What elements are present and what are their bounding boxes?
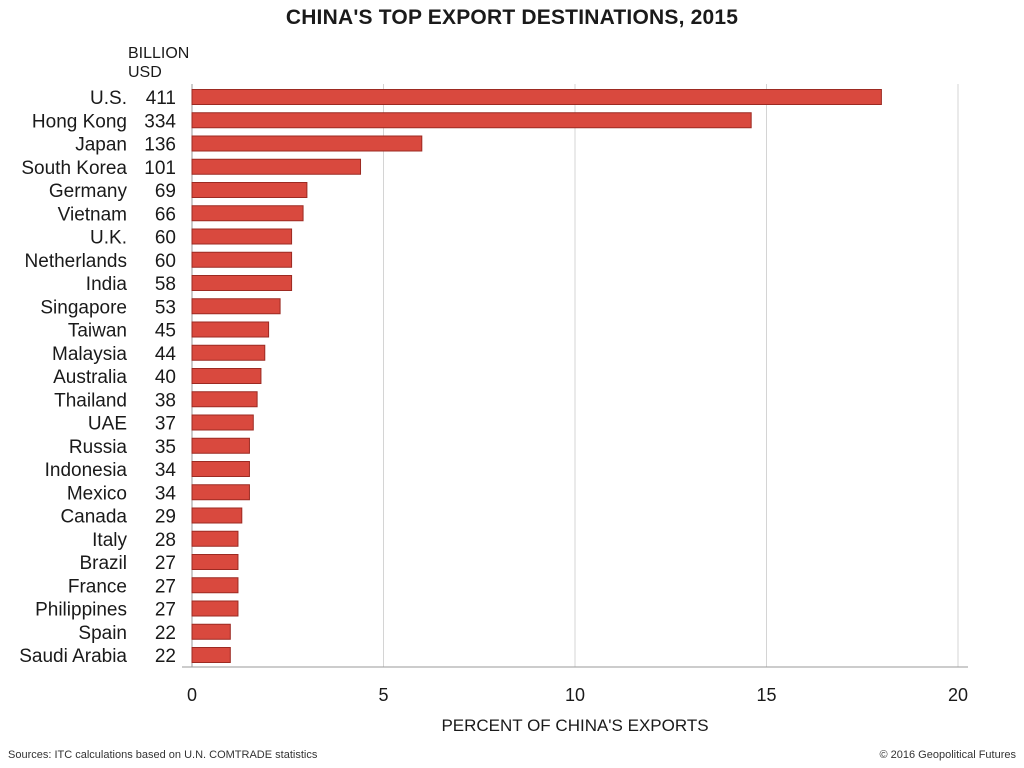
category-label: Vietnam bbox=[58, 204, 127, 225]
category-label: Hong Kong bbox=[32, 111, 127, 132]
bar bbox=[191, 275, 293, 291]
category-label: UAE bbox=[88, 414, 127, 435]
value-label: 27 bbox=[155, 576, 176, 597]
category-label: India bbox=[86, 274, 128, 295]
copyright-note: © 2016 Geopolitical Futures bbox=[879, 749, 1016, 761]
bar bbox=[191, 298, 281, 315]
value-label: 35 bbox=[155, 437, 176, 458]
source-note: Sources: ITC calculations based on U.N. … bbox=[8, 749, 318, 761]
bar bbox=[191, 623, 231, 640]
value-label: 60 bbox=[155, 251, 176, 272]
value-label: 29 bbox=[155, 507, 176, 528]
category-label: Brazil bbox=[79, 553, 127, 574]
value-label: 34 bbox=[155, 483, 177, 504]
value-label: 34 bbox=[155, 460, 177, 481]
value-label: 38 bbox=[155, 390, 176, 411]
bar bbox=[191, 437, 250, 454]
value-label: 27 bbox=[155, 553, 176, 574]
category-label: Indonesia bbox=[45, 460, 128, 481]
value-label: 22 bbox=[155, 646, 176, 667]
bar bbox=[191, 391, 258, 408]
category-label: Canada bbox=[60, 507, 127, 528]
bar bbox=[191, 251, 293, 268]
bar bbox=[191, 158, 362, 175]
value-label: 411 bbox=[146, 88, 176, 109]
category-label: Australia bbox=[53, 367, 127, 388]
value-label: 37 bbox=[155, 414, 176, 435]
value-label: 136 bbox=[144, 135, 176, 156]
value-label: 66 bbox=[155, 204, 176, 225]
bar bbox=[191, 228, 293, 245]
bar bbox=[191, 484, 250, 501]
x-tick-label: 20 bbox=[948, 685, 968, 705]
category-label: South Korea bbox=[21, 158, 127, 179]
value-label: 334 bbox=[144, 111, 176, 132]
bar bbox=[191, 112, 752, 129]
bars bbox=[191, 89, 882, 663]
x-axis-title: PERCENT OF CHINA'S EXPORTS bbox=[441, 716, 709, 735]
x-axis-ticks: 0 5 10 15 20 bbox=[187, 685, 968, 705]
bar bbox=[191, 507, 243, 524]
value-label: 101 bbox=[144, 158, 176, 179]
x-tick-label: 10 bbox=[565, 685, 585, 705]
category-label: Japan bbox=[75, 135, 127, 156]
bar bbox=[191, 321, 270, 338]
value-label: 40 bbox=[155, 367, 176, 388]
value-label: 22 bbox=[155, 623, 176, 644]
bar bbox=[191, 600, 239, 617]
category-label: Thailand bbox=[54, 390, 127, 411]
bar bbox=[191, 182, 308, 198]
bar bbox=[191, 461, 250, 477]
category-label: Mexico bbox=[67, 483, 127, 504]
x-tick-label: 5 bbox=[378, 685, 388, 705]
category-label: Italy bbox=[92, 530, 127, 551]
bar bbox=[191, 135, 423, 152]
value-label: 45 bbox=[155, 321, 176, 342]
value-label: 27 bbox=[155, 600, 176, 621]
category-label: France bbox=[68, 576, 127, 597]
value-label: 58 bbox=[155, 274, 176, 295]
value-label: 44 bbox=[155, 344, 177, 365]
value-label: 60 bbox=[155, 228, 176, 249]
category-label: U.K. bbox=[90, 228, 127, 249]
bar bbox=[191, 89, 882, 105]
category-label: Taiwan bbox=[68, 321, 127, 342]
value-label: 28 bbox=[155, 530, 176, 551]
value-labels: 4113341361016966606058534544403837353434… bbox=[144, 88, 176, 667]
chart-title: CHINA'S TOP EXPORT DESTINATIONS, 2015 bbox=[285, 6, 739, 29]
bar bbox=[191, 554, 239, 570]
x-tick-label: 15 bbox=[756, 685, 776, 705]
value-column-header-line-1: BILLION bbox=[128, 45, 190, 62]
category-label: Russia bbox=[69, 437, 128, 458]
value-column-header: BILLION USD bbox=[128, 44, 189, 82]
category-label: Singapore bbox=[40, 297, 127, 318]
bar bbox=[191, 368, 262, 384]
category-label: Netherlands bbox=[25, 251, 127, 272]
x-tick-label: 0 bbox=[187, 685, 197, 705]
value-label: 69 bbox=[155, 181, 176, 202]
bar bbox=[191, 577, 239, 594]
value-column-header-line-2: USD bbox=[128, 64, 162, 81]
category-label: Philippines bbox=[35, 600, 127, 621]
category-label: Spain bbox=[78, 623, 127, 644]
category-label: Saudi Arabia bbox=[19, 646, 127, 667]
category-label: Malaysia bbox=[52, 344, 127, 365]
bar bbox=[191, 205, 304, 222]
value-label: 53 bbox=[155, 297, 176, 318]
bar bbox=[191, 344, 266, 361]
bar bbox=[191, 530, 239, 547]
category-label: U.S. bbox=[90, 88, 127, 109]
category-label: Germany bbox=[49, 181, 128, 202]
bar bbox=[191, 647, 231, 663]
bar bbox=[191, 414, 254, 431]
